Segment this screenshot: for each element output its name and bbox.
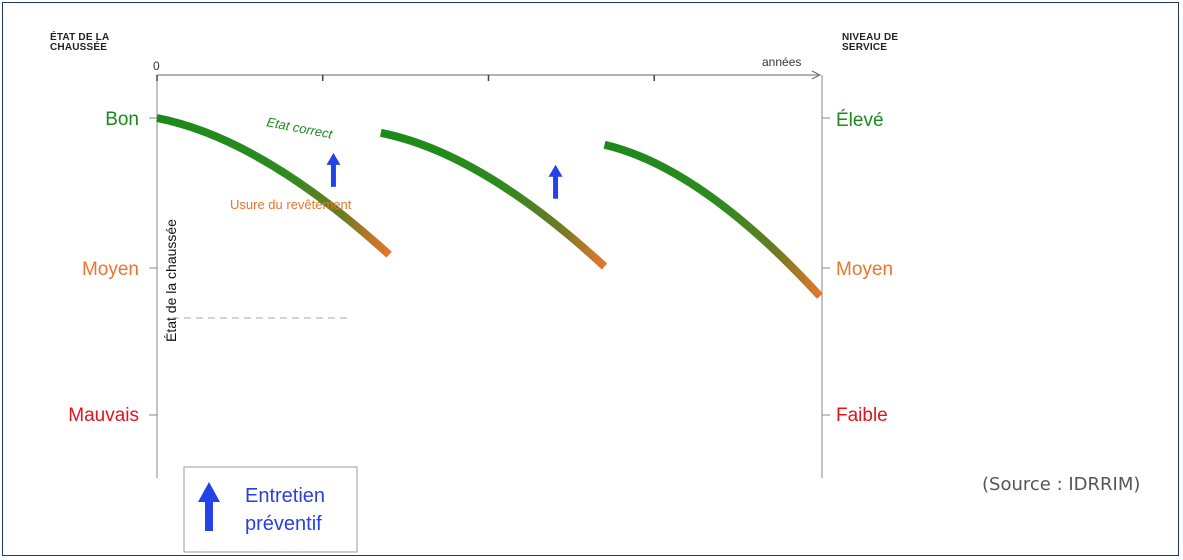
right-level-medium: Moyen bbox=[836, 259, 893, 280]
curve-segment-3 bbox=[603, 140, 823, 299]
source-caption: (Source : IDRRIM) bbox=[982, 474, 1140, 495]
curve-segment-1 bbox=[156, 114, 392, 258]
left-header-line2: CHAUSSÉE bbox=[50, 40, 107, 53]
x-axis-label: années bbox=[762, 55, 801, 69]
annotation-etat-correct: Etat correct bbox=[265, 114, 334, 142]
intervention-arrow-icon bbox=[548, 164, 563, 199]
left-level-medium: Moyen bbox=[82, 259, 139, 280]
legend-label-line2: préventif bbox=[245, 513, 322, 535]
x-origin-label: 0 bbox=[153, 59, 160, 73]
left-level-good: Bon bbox=[105, 109, 139, 130]
intervention-arrow-icon bbox=[326, 152, 341, 187]
level-ticks bbox=[149, 117, 830, 416]
curve-segment-2 bbox=[379, 128, 608, 270]
right-header-line1: NIVEAU DE bbox=[842, 32, 898, 43]
right-level-high: Élevé bbox=[836, 110, 884, 131]
vertical-axis-label: État de la chaussée bbox=[163, 219, 179, 342]
x-ticks bbox=[156, 75, 655, 81]
condition-curves bbox=[156, 114, 823, 299]
x-axis-arrowhead-icon bbox=[811, 70, 822, 80]
annotation-usure: Usure du revêtement bbox=[230, 197, 352, 212]
intervention-arrows bbox=[326, 152, 563, 199]
right-header-line2: SERVICE bbox=[842, 42, 887, 53]
legend-arrow-icon bbox=[198, 482, 220, 531]
right-level-low: Faible bbox=[836, 405, 888, 426]
legend-label-line1: Entretien bbox=[245, 485, 325, 507]
left-header-line1: ÉTAT DE LA bbox=[50, 30, 109, 43]
left-level-bad: Mauvais bbox=[68, 405, 139, 426]
